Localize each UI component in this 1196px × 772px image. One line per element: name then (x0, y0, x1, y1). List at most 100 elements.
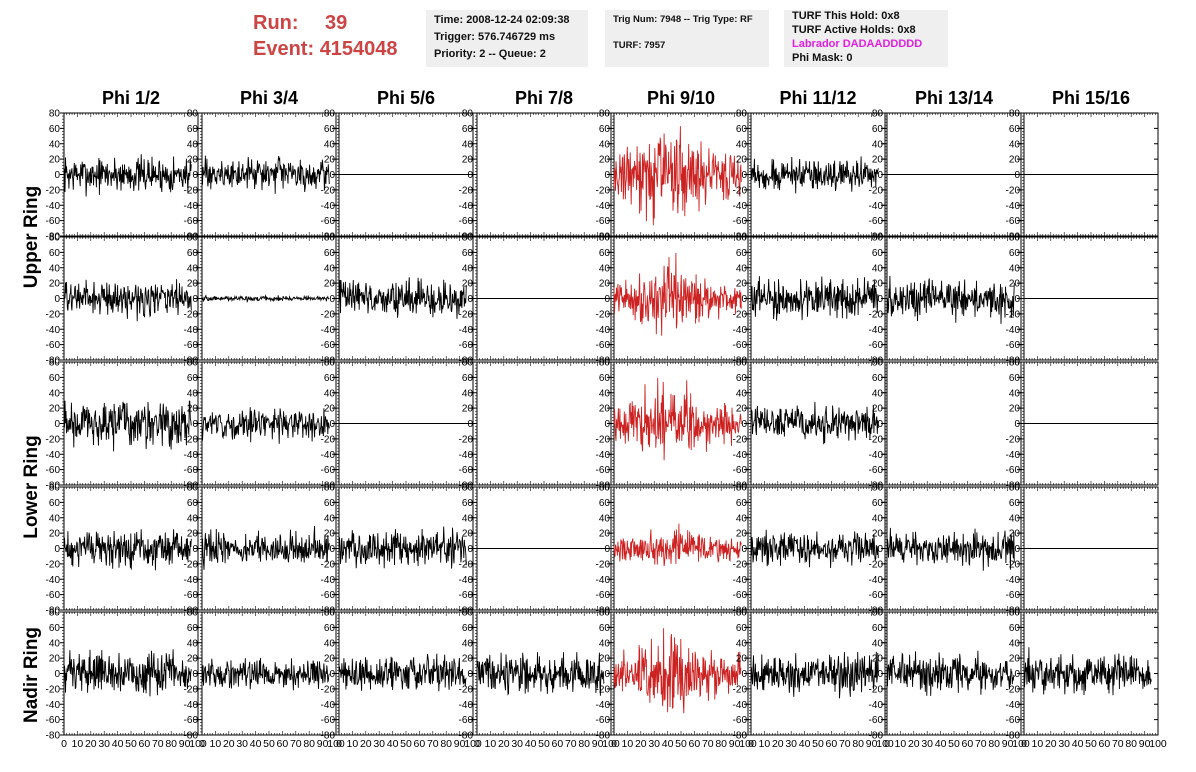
y-tick-label: -40 (46, 325, 61, 336)
y-tick-label: 40 (462, 638, 474, 649)
phi-mask-text: Phi Mask: 0 (792, 52, 853, 64)
y-tick-label: -60 (1006, 216, 1021, 227)
y-tick-label: -80 (596, 731, 611, 742)
y-tick-label: -20 (733, 434, 748, 445)
x-tick-label: 0 (884, 738, 890, 750)
x-tick-label: 90 (1002, 738, 1014, 750)
y-tick-label: 0 (741, 294, 747, 305)
y-tick-label: -40 (184, 325, 199, 336)
waveform-trace (476, 652, 605, 696)
y-tick-label: 20 (462, 155, 474, 166)
x-tick-label: 0 (748, 738, 754, 750)
y-tick-label: -40 (46, 450, 61, 461)
y-tick-label: 20 (599, 404, 611, 415)
y-tick-label: -60 (321, 590, 336, 601)
y-tick-label: 20 (872, 404, 884, 415)
y-tick-label: -40 (459, 325, 474, 336)
y-tick-label: 60 (872, 124, 884, 135)
x-tick-label: 20 (360, 738, 372, 750)
y-tick-label: 60 (872, 498, 884, 509)
y-tick-label: 0 (1014, 669, 1020, 680)
y-tick-label: 80 (599, 608, 611, 619)
y-tick-label: 20 (1009, 654, 1021, 665)
y-tick-label: 0 (192, 170, 198, 181)
y-tick-label: 20 (187, 404, 199, 415)
y-tick-label: 0 (741, 544, 747, 555)
y-tick-label: -80 (1006, 731, 1021, 742)
y-tick-label: 0 (467, 294, 473, 305)
y-tick-label: -40 (1006, 201, 1021, 212)
y-tick-label: -60 (733, 465, 748, 476)
y-tick-label: 80 (187, 109, 199, 120)
y-tick-label: -20 (1006, 309, 1021, 320)
y-tick-label: 40 (872, 513, 884, 524)
x-tick-label: 10 (72, 738, 84, 750)
y-tick-label: -80 (1006, 606, 1021, 617)
y-tick-label: -20 (321, 559, 336, 570)
x-tick-label: 20 (772, 738, 784, 750)
y-tick-label: -80 (184, 356, 199, 367)
y-tick-label: -80 (869, 606, 884, 617)
y-tick-label: 20 (324, 529, 336, 540)
x-tick-label: 10 (347, 738, 359, 750)
y-tick-label: 60 (736, 623, 748, 634)
y-tick-label: 40 (187, 139, 199, 150)
y-tick-label: 60 (49, 373, 61, 384)
y-tick-label: 60 (462, 498, 474, 509)
y-tick-label: 40 (324, 263, 336, 274)
x-tick-label: 100 (739, 738, 757, 750)
y-tick-label: 60 (324, 248, 336, 259)
y-tick-label: 20 (736, 404, 748, 415)
y-tick-label: 40 (1009, 638, 1021, 649)
y-tick-label: -20 (869, 434, 884, 445)
y-tick-label: 40 (49, 638, 61, 649)
waveform-trace (63, 279, 192, 322)
y-tick-label: -60 (459, 340, 474, 351)
y-tick-label: 40 (462, 139, 474, 150)
y-tick-label: -40 (46, 700, 61, 711)
y-tick-label: 60 (324, 498, 336, 509)
x-tick-label: 0 (336, 738, 342, 750)
x-tick-label: 0 (61, 738, 67, 750)
x-tick-label: 80 (715, 738, 727, 750)
trigger-info-box: Trig Num: 7948 -- Trig Type: RF TURF: 79… (605, 10, 769, 67)
y-tick-label: -40 (459, 700, 474, 711)
y-tick-label: 80 (599, 358, 611, 369)
y-tick-label: -80 (459, 481, 474, 492)
y-tick-label: 60 (599, 498, 611, 509)
y-tick-label: 20 (462, 404, 474, 415)
y-tick-label: -60 (459, 216, 474, 227)
y-tick-label: 60 (736, 373, 748, 384)
y-tick-label: -20 (184, 559, 199, 570)
x-tick-label: 60 (139, 738, 151, 750)
waveform-trace (750, 529, 879, 569)
x-tick-label: 60 (826, 738, 838, 750)
y-tick-label: -40 (733, 201, 748, 212)
y-tick-label: 60 (187, 498, 199, 509)
y-tick-label: -80 (733, 356, 748, 367)
y-tick-label: -40 (184, 700, 199, 711)
x-tick-label: 50 (263, 738, 275, 750)
y-tick-label: 40 (736, 513, 748, 524)
y-tick-label: -20 (869, 684, 884, 695)
y-tick-label: -80 (459, 606, 474, 617)
x-tick-label: 40 (799, 738, 811, 750)
y-tick-label: -80 (596, 356, 611, 367)
y-tick-label: -60 (184, 216, 199, 227)
y-tick-label: 60 (1009, 373, 1021, 384)
y-tick-label: 20 (187, 279, 199, 290)
waveform-trace (63, 400, 192, 452)
y-tick-label: 80 (187, 483, 199, 494)
y-tick-label: 60 (462, 124, 474, 135)
column-titles: Phi 1/2 Phi 3/4 Phi 5/6 Phi 7/8 Phi 9/10 Phi … (102, 88, 1130, 108)
x-tick-label: 70 (290, 738, 302, 750)
waveform-trace (63, 649, 192, 697)
y-tick-label: 0 (467, 419, 473, 430)
